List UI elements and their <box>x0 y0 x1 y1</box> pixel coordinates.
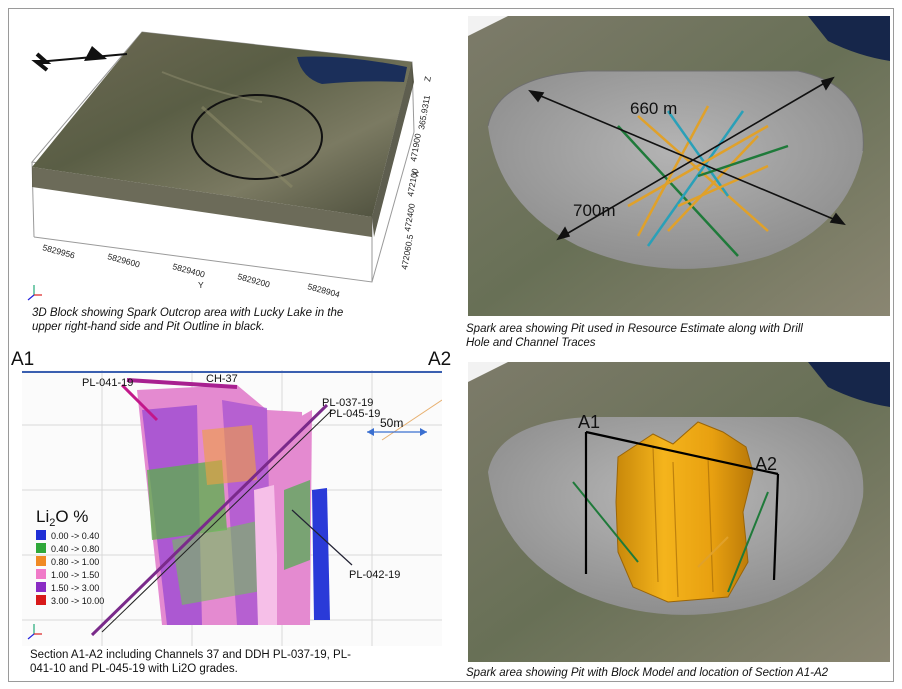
legend-swatch <box>36 543 46 553</box>
panel-section-a1-a2: PL-041-19 CH-37 PL-037-19 PL-045-19 PL-0… <box>22 370 442 646</box>
svg-text:X: X <box>410 170 421 178</box>
section-graphic: PL-041-19 CH-37 PL-037-19 PL-045-19 PL-0… <box>22 370 442 646</box>
pit-drillhole-graphic: 660 m 700m <box>468 16 890 316</box>
legend-swatch <box>36 530 46 540</box>
caption-3d-block: 3D Block showing Spark Outcrop area with… <box>32 307 344 333</box>
label-pl-042-19: PL-042-19 <box>349 569 400 581</box>
svg-text:Y: Y <box>198 280 204 290</box>
label-pl-037-19: PL-037-19 <box>322 397 373 409</box>
svg-text:5828904: 5828904 <box>306 281 341 299</box>
svg-text:Li2O %: Li2O % <box>36 507 88 529</box>
legend-label: 0.00 -> 0.40 <box>51 531 99 541</box>
dimension-700-label: 700m <box>573 201 616 220</box>
legend-label: 0.80 -> 1.00 <box>51 557 99 567</box>
lucky-lake <box>297 56 407 84</box>
svg-text:472400: 472400 <box>402 202 417 232</box>
axis-triad-icon <box>27 285 42 301</box>
legend-swatch <box>36 595 46 605</box>
scale-bar: 50m <box>367 416 427 436</box>
svg-text:5829200: 5829200 <box>236 271 271 289</box>
caption-pit-block-model: Spark area showing Pit with Block Model … <box>466 667 829 679</box>
legend-swatch <box>36 556 46 566</box>
drill-hole-traces <box>617 105 789 257</box>
legend-swatch <box>36 582 46 592</box>
axis-triad-icon <box>27 624 42 640</box>
svg-text:472100: 472100 <box>405 167 420 197</box>
pit-block-model-graphic: A1 A2 <box>468 362 890 662</box>
caption-pit-drillholes: Spark area showing Pit used in Resource … <box>466 323 803 349</box>
dimension-660-label: 660 m <box>630 99 677 118</box>
legend-label: 3.00 -> 10.00 <box>51 596 104 606</box>
svg-text:472060.5: 472060.5 <box>399 233 415 270</box>
panel-pit-block-model: A1 A2 <box>468 362 890 662</box>
block-model <box>615 421 754 603</box>
panel-3d-block: 5829956 5829600 5829400 5829200 5828904 … <box>12 12 452 302</box>
grade-blocks <box>137 385 330 625</box>
legend-label: 0.40 -> 0.80 <box>51 544 99 554</box>
svg-text:50m: 50m <box>380 416 403 430</box>
legend-label: 1.00 -> 1.50 <box>51 570 99 580</box>
svg-text:471900: 471900 <box>408 132 423 162</box>
section-drill-traces <box>90 378 353 637</box>
legend-swatch <box>36 569 46 579</box>
li2o-legend: Li2O % 0.00 -> 0.40 0.40 -> 0.80 0.80 -> 1… <box>36 507 104 606</box>
svg-text:Z: Z <box>422 75 433 82</box>
north-arrow-icon <box>31 46 128 72</box>
label-pl-045-19: PL-045-19 <box>329 408 380 420</box>
section-label-a1: A1 <box>11 349 35 370</box>
label-ch-37: CH-37 <box>206 373 238 385</box>
label-pl-041-19: PL-041-19 <box>82 377 133 389</box>
legend-label: 1.50 -> 3.00 <box>51 583 99 593</box>
svg-text:5829956: 5829956 <box>41 242 76 260</box>
caption-section: Section A1-A2 including Channels 37 and … <box>30 649 351 675</box>
svg-text:5829400: 5829400 <box>171 261 206 279</box>
svg-text:365.9311: 365.9311 <box>416 94 432 130</box>
section-label-a2: A2 <box>428 349 452 370</box>
pit-outline <box>191 94 323 180</box>
section-plane-outline <box>584 430 780 581</box>
section-label-a1: A1 <box>578 412 600 432</box>
dimension-arrows <box>528 76 846 241</box>
svg-text:5829600: 5829600 <box>106 251 141 269</box>
section-label-a2: A2 <box>755 454 777 474</box>
panel-pit-drillholes: 660 m 700m <box>468 16 890 316</box>
block-3d-graphic: 5829956 5829600 5829400 5829200 5828904 … <box>27 31 433 301</box>
